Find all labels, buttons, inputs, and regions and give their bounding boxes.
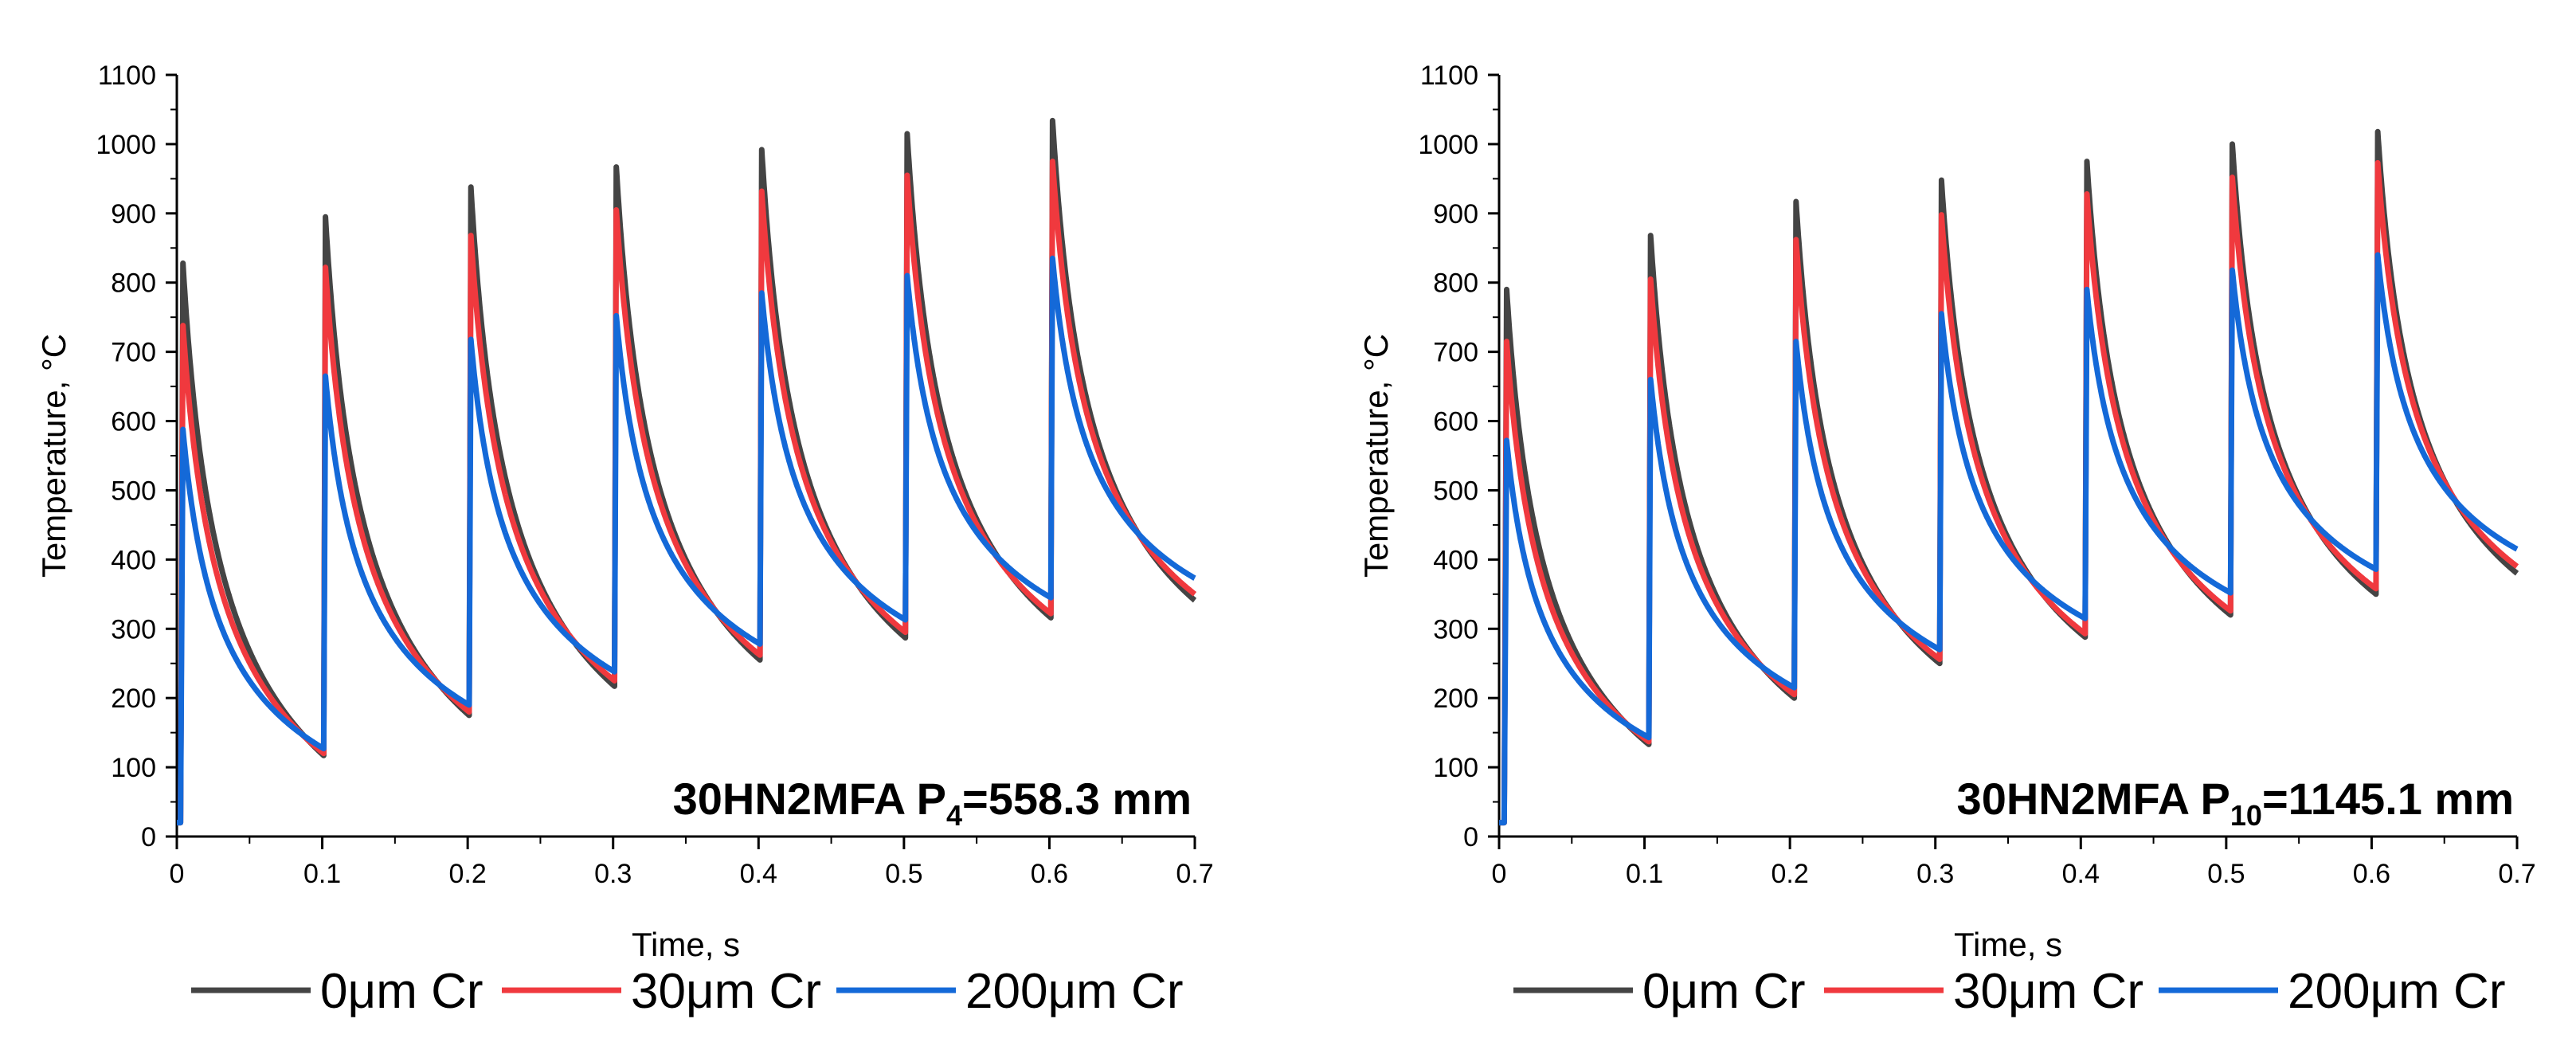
x-axis-title: Time, s [1954,926,2062,963]
y-tick-label: 500 [111,476,156,506]
y-tick-label: 400 [111,545,156,575]
series-line-1 [1499,159,2520,826]
y-tick-label: 100 [1433,753,1478,783]
y-tick-label: 100 [111,753,156,783]
y-tick-label: 0 [1463,822,1478,852]
x-tick-label: 0.4 [740,859,777,889]
x-tick-label: 0.7 [1176,859,1213,889]
legend-label-0: 0μm Cr [1642,964,1806,1019]
y-tick-label: 200 [111,684,156,714]
annotation-suffix: =1145.1 mm [2262,774,2514,824]
x-tick-label: 0.3 [594,859,632,889]
x-tick-label: 0.5 [885,859,922,889]
y-tick-label: 800 [111,268,156,299]
legend-label-2: 200μm Cr [2288,964,2505,1019]
y-tick-label: 1000 [96,130,156,160]
series-line-2 [1499,252,2520,826]
annotation-subscript: 4 [946,799,962,832]
x-tick-label: 0.6 [2353,859,2390,889]
series-line-1 [177,159,1198,826]
y-tick-label: 700 [111,338,156,368]
y-tick-label: 300 [1433,614,1478,645]
y-tick-label: 900 [111,199,156,229]
y-tick-label: 0 [141,822,156,852]
annotation-prefix: 30HN2MFA P [673,774,946,824]
x-tick-label: 0.3 [1916,859,1954,889]
y-tick-label: 800 [1433,268,1478,299]
legend-label-1: 30μm Cr [631,964,821,1019]
x-tick-label: 0.7 [2498,859,2535,889]
x-tick-label: 0 [1492,859,1507,889]
y-tick-label: 300 [111,614,156,645]
annotation-label: 30HN2MFA P10=1145.1 mm [1957,774,2514,832]
y-tick-label: 1100 [1420,61,1478,91]
y-tick-label: 600 [1433,407,1478,437]
y-tick-label: 1100 [98,61,156,91]
legend-label-2: 200μm Cr [965,964,1183,1019]
chart-panel-left: 0 100 200 300 400 500 600 700 800 900 1000 1100 0 0.1… [35,61,1214,1019]
y-tick-label: 500 [1433,476,1478,506]
x-tick-label: 0.6 [1031,859,1068,889]
y-tick-label: 200 [1433,684,1478,714]
y-axis-title: Temperature, °C [1357,334,1395,578]
series-line-0 [177,117,1198,826]
series-line-2 [177,255,1198,826]
x-tick-label: 0 [170,859,185,889]
x-tick-label: 0.5 [2207,859,2245,889]
x-tick-label: 0.2 [1771,859,1809,889]
y-tick-label: 400 [1433,545,1478,575]
annotation-suffix: =558.3 mm [962,774,1192,824]
annotation-subscript: 10 [2230,799,2262,832]
chart-panel-right: 0 100 200 300 400 500 600 700 800 900 1000 1100 0 0.1… [1357,61,2536,1019]
y-tick-label: 700 [1433,338,1478,368]
legend-label-1: 30μm Cr [1953,964,2143,1019]
y-tick-label: 900 [1433,199,1478,229]
x-tick-label: 0.1 [303,859,341,889]
x-tick-label: 0.1 [1626,859,1663,889]
legend-label-0: 0μm Cr [320,964,483,1019]
x-axis-title: Time, s [632,926,740,963]
y-tick-label: 1000 [1418,130,1478,160]
x-tick-label: 0.2 [449,859,487,889]
x-tick-label: 0.4 [2062,859,2100,889]
y-axis-title: Temperature, °C [35,334,72,578]
y-tick-label: 600 [111,407,156,437]
annotation-prefix: 30HN2MFA P [1957,774,2230,824]
annotation-label: 30HN2MFA P4=558.3 mm [673,774,1192,832]
